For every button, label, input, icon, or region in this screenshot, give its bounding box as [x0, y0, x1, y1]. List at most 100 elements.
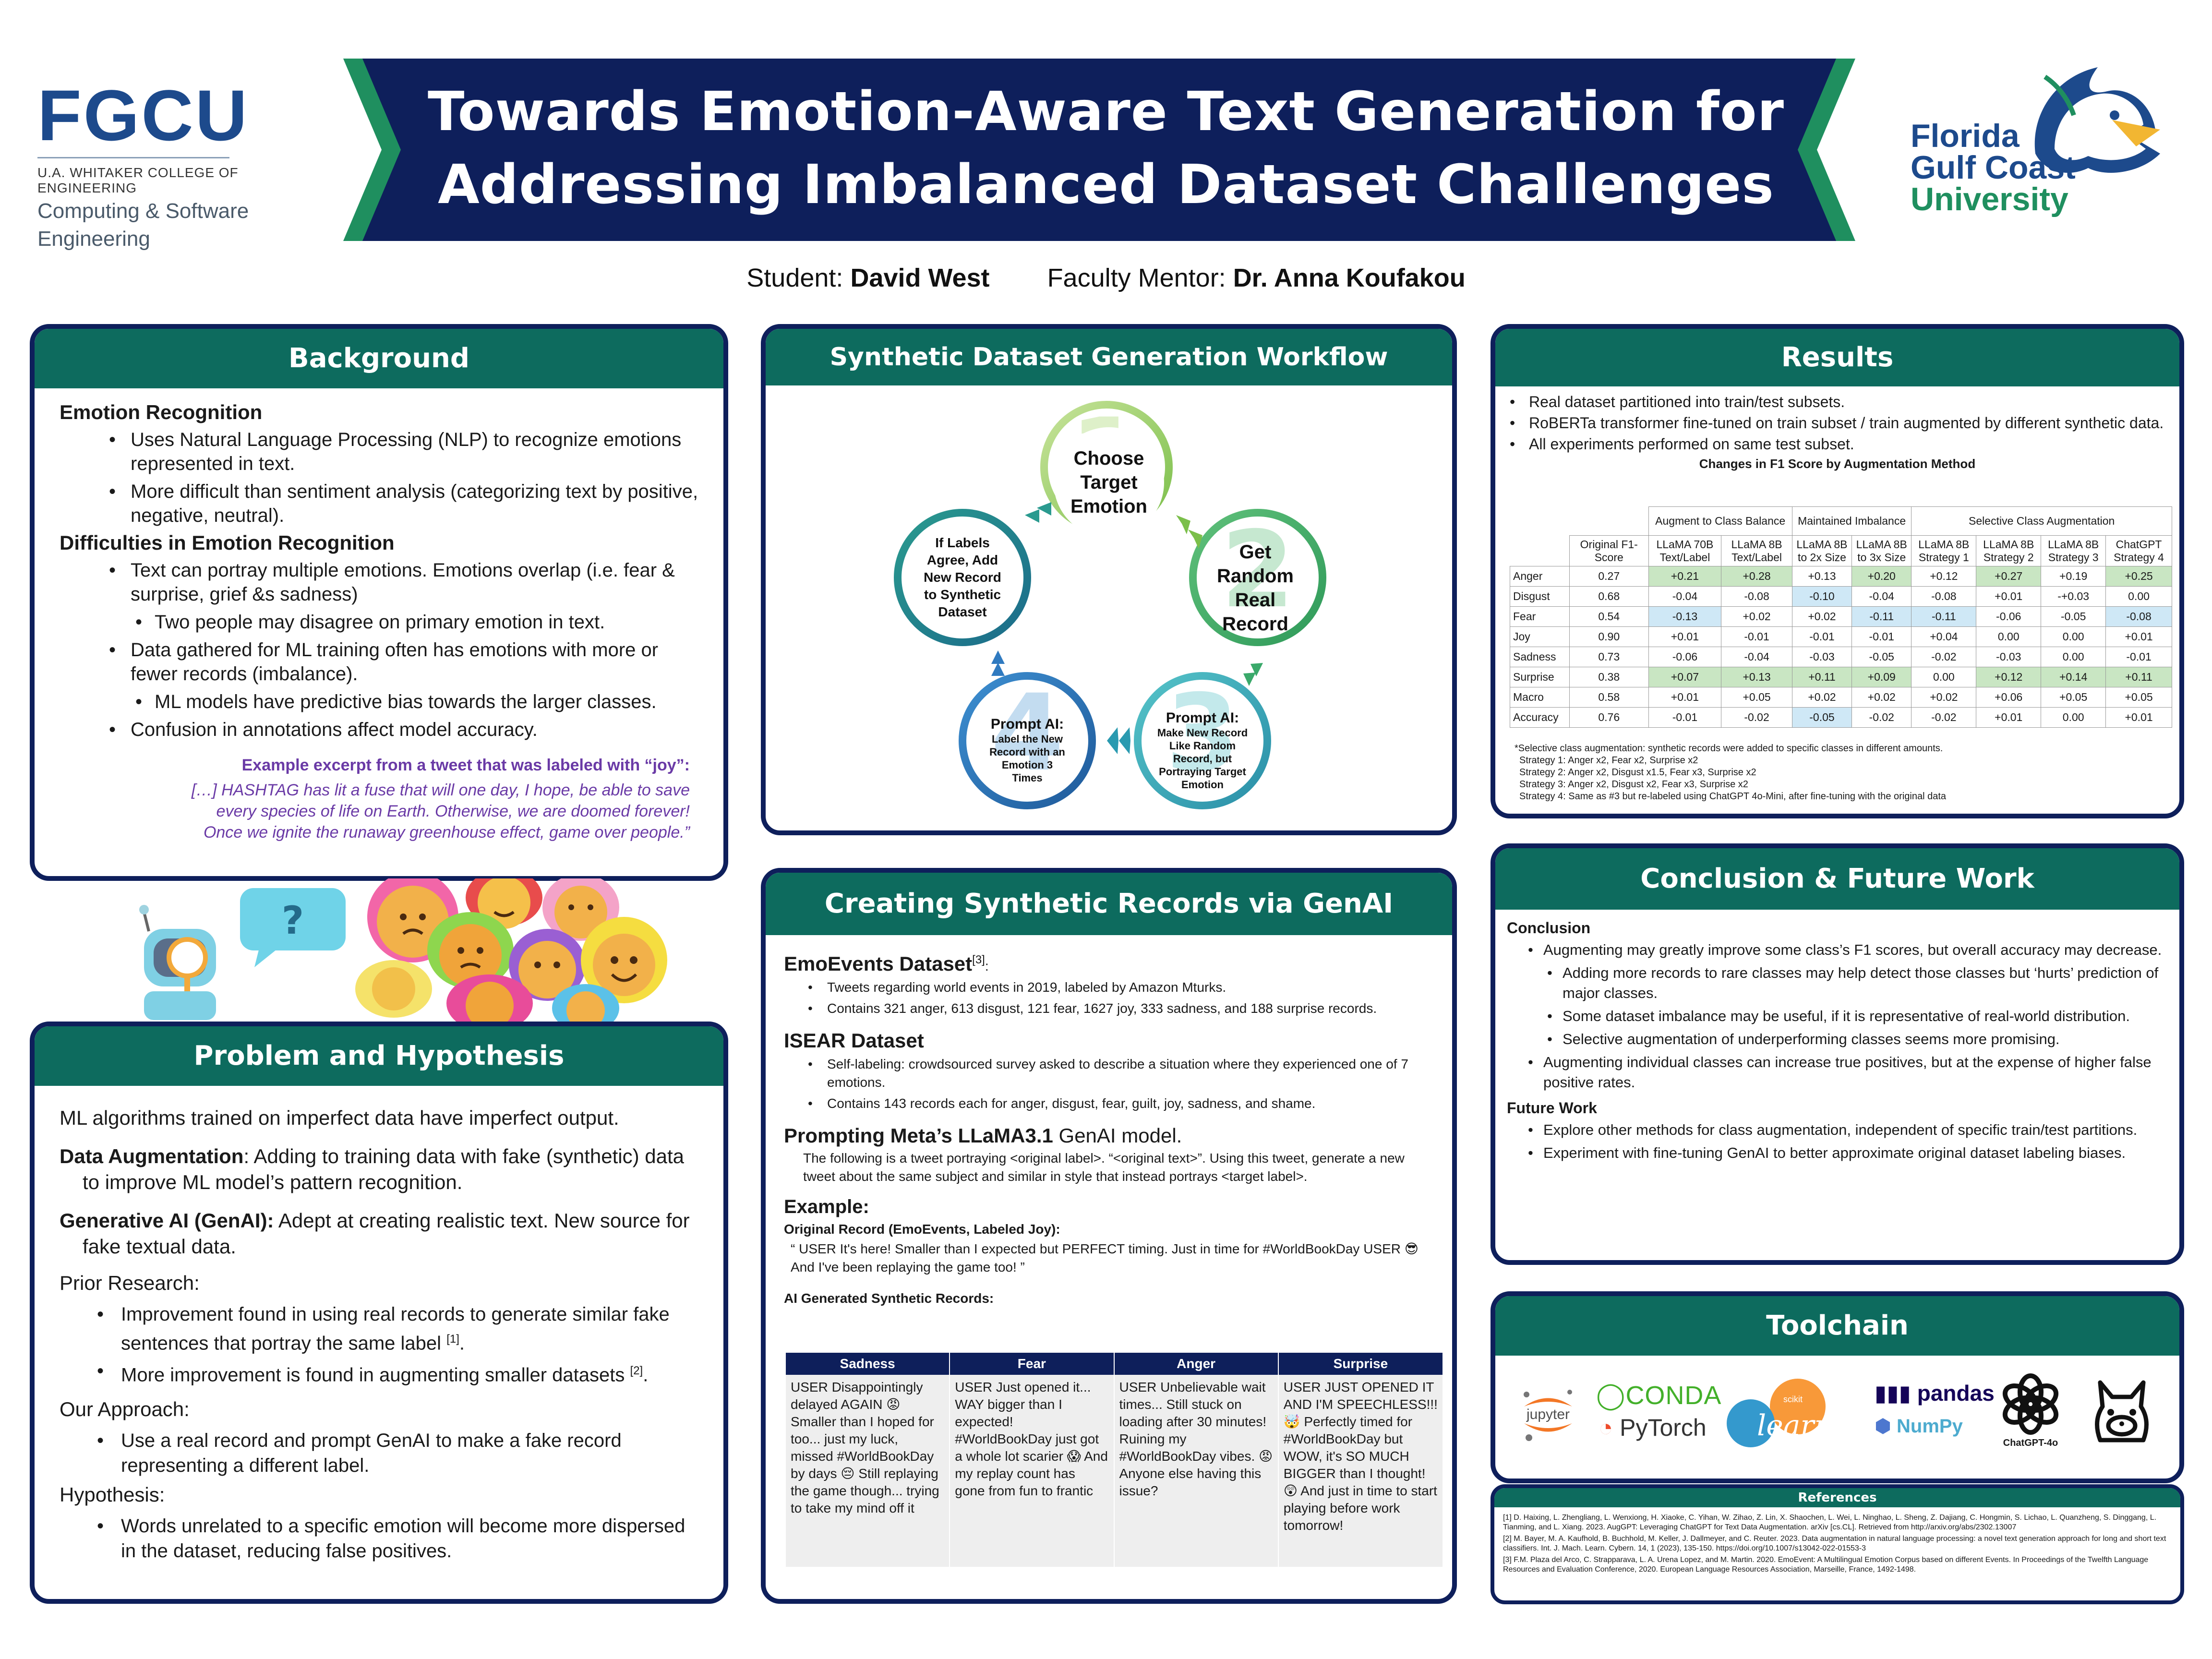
workflow-step-3: Prompt AI: Make New Record Like Random R… — [1157, 709, 1248, 791]
col-fear: Fear — [949, 1353, 1114, 1375]
f1-change-cell: +0.02 — [1851, 687, 1912, 708]
emoevents-bullet-1: Tweets regarding world events in 2019, l… — [779, 978, 1439, 997]
col-method-3: LLaMA 8B to 2x Size — [1791, 535, 1852, 566]
eagle-icon — [2034, 67, 2160, 173]
surprise-record: USER JUST OPENED IT AND I'M SPEECHLESS!!… — [1277, 1375, 1443, 1567]
bg-bullet-3: Text can portray multiple emotions. Emot… — [54, 558, 704, 606]
col-method-7: LLaMA 8B Strategy 3 — [2041, 535, 2106, 566]
f1-change-cell: -0.02 — [1721, 707, 1792, 728]
prompting-heading: Prompting Meta’s LLaMA3.1 GenAI model. — [784, 1124, 1182, 1147]
f1-change-cell: -0.05 — [1791, 707, 1852, 728]
future-bullet-2: Experiment with fine-tuning GenAI to bet… — [1495, 1143, 2179, 1163]
f1-change-cell: -0.10 — [1791, 586, 1852, 607]
hypothesis-heading: Hypothesis: — [60, 1483, 165, 1506]
title-line-1: Towards Emotion-Aware Text Generation fo… — [428, 81, 1784, 143]
bg-bullet-5: Confusion in annotations affect model ac… — [54, 718, 704, 742]
f1-change-cell: 0.00 — [2105, 586, 2172, 607]
sklearn-icon — [1727, 1379, 1826, 1447]
results-table-title: Changes in F1 Score by Augmentation Meth… — [1699, 457, 1976, 471]
f1-change-cell: +0.02 — [1791, 687, 1852, 708]
step-number-2: 2 — [1221, 508, 1294, 631]
f1-change-cell: 0.00 — [2041, 647, 2106, 667]
emotion-robot-illustration: ? — [139, 878, 667, 1022]
f1-change-cell: -0.06 — [1976, 606, 2042, 627]
group-selective: Selective Class Augmentation — [1911, 506, 2172, 536]
f1-change-cell: +0.04 — [1911, 626, 1977, 647]
f1-change-cell: +0.28 — [1721, 566, 1792, 587]
f1-change-cell: -0.04 — [1648, 586, 1722, 607]
col-sadness: Sadness — [784, 1353, 950, 1375]
sklearn-logo: scikit learn — [1721, 1375, 1833, 1452]
generated-records-table: Sadness Fear Anger Surprise USER Disappo… — [784, 1353, 1443, 1567]
f1-change-cell: -0.02 — [1911, 647, 1977, 667]
problem-title: Problem and Hypothesis — [35, 1026, 723, 1086]
f1-change-cell: +0.19 — [2041, 566, 2106, 587]
original-record-text: “ USER It's here! Smaller than I expecte… — [791, 1241, 1419, 1274]
difficulties-heading: Difficulties in Emotion Recognition — [60, 531, 395, 554]
results-title: Results — [1495, 329, 2179, 386]
college-name: U.A. WHITAKER COLLEGE OF ENGINEERING — [37, 165, 239, 195]
conclusion-title: Conclusion & Future Work — [1495, 848, 2179, 910]
approach-bullet: Use a real record and prompt GenAI to ma… — [54, 1428, 704, 1478]
problem-statement: ML algorithms trained on imperfect data … — [60, 1106, 619, 1129]
col-method-1: LLaMA 70B Text/Label — [1648, 535, 1722, 566]
f1-change-cell: +0.05 — [1721, 687, 1792, 708]
isear-heading: ISEAR Dataset — [784, 1029, 924, 1052]
f1-change-cell: -0.03 — [1791, 647, 1852, 667]
table-row: Fear 0.54 -0.13 +0.02 +0.02 -0.11 -0.11 -0.06 -0… — [1510, 606, 2172, 627]
f1-change-cell: -0.04 — [1851, 586, 1912, 607]
creating-title: Creating Synthetic Records via GenAI — [766, 873, 1452, 935]
bg-bullet-3a: Two people may disagree on primary emoti… — [54, 610, 704, 634]
original-f1-cell: 0.58 — [1569, 687, 1649, 708]
row-label: Macro — [1510, 687, 1570, 708]
arrow-3-icon — [1107, 727, 1130, 754]
f1-change-cell: +0.02 — [1791, 606, 1852, 627]
title-line-2: Addressing Imbalanced Dataset Challenges — [438, 154, 1774, 216]
reference-3: [3] F.M. Plaza del Arco, C. Strapparava,… — [1503, 1556, 2149, 1574]
f1-change-cell: +0.14 — [2041, 667, 2106, 687]
workflow-node-3-ring: 3 — [1134, 672, 1271, 809]
workflow-step-1: Choose Target Emotion — [1054, 427, 1164, 538]
pytorch-icon: ◔ — [1599, 1414, 1613, 1441]
f1-change-cell: +0.27 — [1976, 566, 2042, 587]
conclusion-bullet-1: Augmenting may greatly improve some clas… — [1495, 940, 2179, 960]
workflow-node-5-ring — [894, 509, 1031, 646]
f1-change-cell: -0.11 — [1851, 606, 1912, 627]
original-f1-cell: 0.68 — [1569, 586, 1649, 607]
anger-record: USER Unbelievable wait times... Still st… — [1113, 1375, 1278, 1567]
title-banner — [343, 59, 1855, 241]
emotion-recognition-heading: Emotion Recognition — [60, 401, 263, 423]
f1-change-cell: -+0.03 — [2041, 586, 2106, 607]
table-row: Surprise 0.38 +0.07 +0.13 +0.11 +0.09 0.00 +0.1… — [1510, 667, 2172, 687]
conclusion-bullet-1b: Some dataset imbalance may be useful, if… — [1495, 1006, 2179, 1026]
fgcu-university-logo: Florida Gulf Coast University — [1911, 58, 2170, 226]
f1-change-cell: -0.01 — [2105, 647, 2172, 667]
f1-change-cell: +0.13 — [1791, 566, 1852, 587]
f1-change-cell: +0.05 — [2041, 687, 2106, 708]
step-number-4: 4 — [990, 672, 1064, 794]
chatgpt-icon — [2002, 1373, 2059, 1435]
student-name: David West — [850, 264, 990, 292]
question-mark: ? — [282, 898, 304, 943]
creating-panel: Creating Synthetic Records via GenAI Emo… — [761, 868, 1457, 1604]
jupyter-logo: jupyter — [1517, 1382, 1579, 1445]
dept-name-1: Computing & Software — [37, 199, 249, 223]
arrow-5-icon — [1025, 502, 1051, 523]
prior-bullet-1: Improvement found in using real records … — [54, 1302, 704, 1356]
llama-icon — [2095, 1380, 2149, 1443]
row-label: Fear — [1510, 606, 1570, 627]
tweet-quote-2: every species of life on Earth. Otherwis… — [216, 802, 690, 820]
f1-change-cell: -0.13 — [1648, 606, 1722, 627]
f1-change-cell: +0.01 — [1648, 626, 1722, 647]
emoevents-bullet-2: Contains 321 anger, 613 disgust, 121 fea… — [779, 999, 1439, 1018]
conclusion-bullet-1c: Selective augmentation of underperformin… — [1495, 1029, 2179, 1049]
robot-icon — [139, 905, 216, 1020]
f1-change-cell: +0.07 — [1648, 667, 1722, 687]
col-method-8: ChatGPT Strategy 4 — [2105, 535, 2172, 566]
workflow-step-5: If Labels Agree, Add New Record to Synth… — [924, 535, 1001, 619]
toolchain-panel: Toolchain jupyter ◯CONDA ◔ PyTorch sciki… — [1491, 1291, 2184, 1483]
f1-change-cell: +0.01 — [2105, 626, 2172, 647]
approach-heading: Our Approach: — [60, 1397, 190, 1420]
prompt-template: The following is a tweet portraying <ori… — [803, 1151, 1405, 1184]
workflow-panel: Synthetic Dataset Generation Workflow 1 … — [761, 324, 1457, 835]
